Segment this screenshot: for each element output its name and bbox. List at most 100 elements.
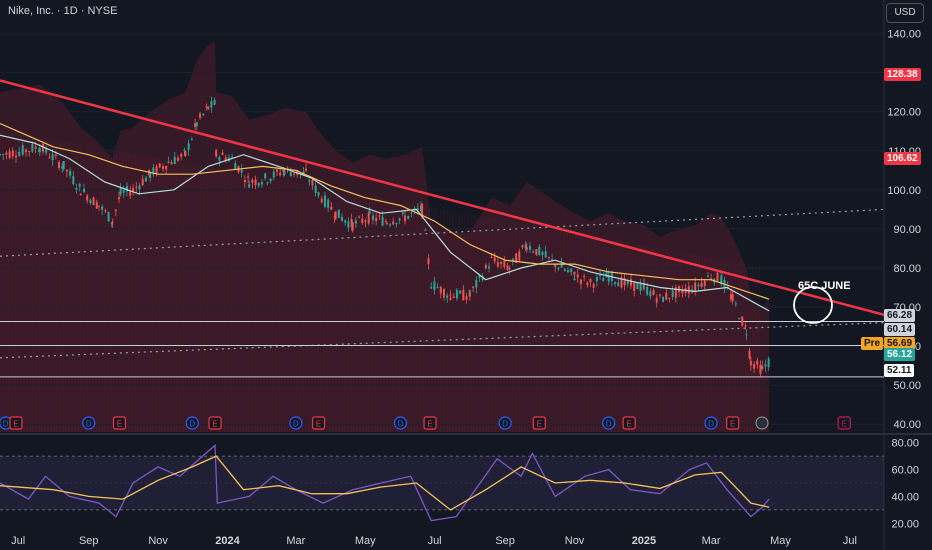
candle-body bbox=[452, 296, 455, 298]
candle-body bbox=[617, 282, 620, 287]
candle-body bbox=[420, 205, 423, 212]
time-tick-label: 2025 bbox=[632, 535, 656, 547]
price-tag-level-1: 66.28 bbox=[884, 309, 916, 322]
candle-body bbox=[15, 155, 17, 158]
candle-body bbox=[272, 171, 275, 178]
candle-body bbox=[305, 168, 308, 171]
price-tick-label: 90.00 bbox=[893, 224, 921, 236]
candle-body bbox=[199, 113, 202, 118]
candle-body bbox=[442, 289, 445, 298]
candle-body bbox=[731, 293, 734, 302]
candle-body bbox=[62, 161, 65, 170]
candle-body bbox=[350, 219, 353, 227]
candle-body bbox=[317, 192, 320, 196]
event-letter: D bbox=[606, 420, 612, 429]
earnings-event-icon bbox=[423, 416, 437, 430]
candle-body bbox=[576, 274, 579, 278]
candle-body bbox=[503, 260, 506, 267]
moving-average-fast-line bbox=[0, 134, 770, 312]
candle-body bbox=[215, 150, 218, 157]
candle-body bbox=[547, 256, 550, 258]
candle-body bbox=[557, 267, 560, 270]
candle-body bbox=[579, 279, 582, 284]
price-tick-label: 40.00 bbox=[893, 419, 921, 431]
dividend-event-icon bbox=[82, 416, 96, 430]
candle-body bbox=[506, 265, 509, 270]
candle-body bbox=[404, 215, 407, 222]
candle-body bbox=[37, 150, 40, 152]
candle-body bbox=[114, 209, 117, 212]
candle-body bbox=[138, 185, 141, 190]
candle-body bbox=[118, 197, 121, 200]
currency-button[interactable]: USD bbox=[886, 3, 924, 23]
candle-body bbox=[421, 203, 424, 216]
candle-body bbox=[528, 246, 531, 250]
candle-body bbox=[570, 268, 573, 273]
candle-body bbox=[475, 279, 478, 288]
candle-body bbox=[573, 278, 576, 281]
candle-body bbox=[524, 244, 527, 249]
candle-body bbox=[119, 188, 122, 195]
candle-body bbox=[662, 296, 665, 302]
candle-body bbox=[478, 274, 481, 278]
candle-body bbox=[187, 143, 190, 151]
moving-average-slow-line bbox=[0, 122, 770, 300]
candle-body bbox=[398, 218, 401, 221]
annotation-label: 65C JUNE bbox=[798, 280, 851, 292]
candle-body bbox=[407, 215, 410, 219]
candle-body bbox=[269, 178, 272, 182]
candle-body bbox=[538, 246, 541, 256]
candle-body bbox=[79, 193, 82, 196]
price-tag-level-3: 52.11 bbox=[884, 364, 915, 377]
price-tag-upper-red: 106.62 bbox=[884, 152, 921, 165]
candle-body bbox=[583, 276, 586, 278]
candle-body bbox=[2, 154, 5, 156]
candle-body bbox=[58, 161, 61, 169]
candle-body bbox=[92, 197, 95, 206]
candle-body bbox=[184, 151, 187, 156]
candle-body bbox=[231, 156, 234, 158]
candle-body bbox=[748, 350, 751, 359]
candle-body bbox=[308, 180, 311, 182]
candle-body bbox=[158, 163, 161, 168]
candle-body bbox=[630, 279, 633, 286]
candle-body bbox=[260, 182, 263, 185]
rsi-line bbox=[0, 444, 770, 522]
candle-body bbox=[459, 290, 462, 294]
candle-body bbox=[599, 274, 602, 276]
earnings-event-icon bbox=[112, 416, 127, 430]
candle-body bbox=[761, 365, 764, 369]
candle-body bbox=[649, 291, 652, 297]
descending-trendline bbox=[0, 79, 885, 317]
candle-body bbox=[95, 202, 98, 209]
dividend-event-icon bbox=[602, 416, 616, 430]
candle-body bbox=[38, 147, 41, 153]
candle-body bbox=[764, 364, 767, 367]
candle-body bbox=[205, 106, 208, 108]
candle-body bbox=[149, 172, 152, 178]
dividend-event-icon bbox=[704, 416, 718, 430]
candle-body bbox=[293, 173, 296, 175]
candle-body bbox=[706, 275, 709, 277]
candle-body bbox=[753, 364, 756, 369]
candle-body bbox=[541, 252, 544, 255]
event-letter: D bbox=[86, 420, 92, 429]
candle-body bbox=[375, 217, 378, 222]
candle-body bbox=[61, 166, 64, 169]
candle-body bbox=[395, 223, 398, 225]
candle-body bbox=[694, 282, 697, 292]
candle-body bbox=[756, 360, 759, 365]
event-letter: E bbox=[212, 420, 217, 429]
candle-body bbox=[446, 295, 449, 298]
candle-body bbox=[678, 286, 681, 289]
rsi-tick-label: 80.00 bbox=[891, 438, 919, 450]
candle-body bbox=[311, 179, 314, 186]
candle-body bbox=[710, 278, 713, 280]
candle-body bbox=[681, 290, 684, 294]
candle-body bbox=[488, 266, 491, 269]
candle-body bbox=[496, 262, 499, 267]
time-tick-label: Sep bbox=[495, 535, 515, 547]
